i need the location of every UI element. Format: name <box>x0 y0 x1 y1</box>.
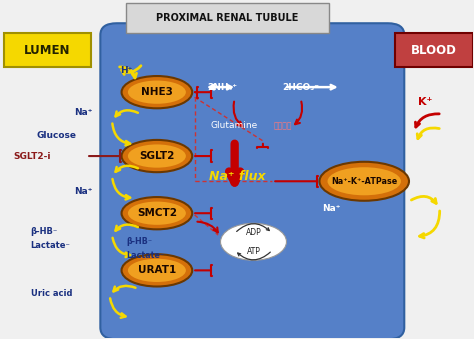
Text: K⁺: K⁺ <box>418 97 433 107</box>
Text: SGLT2: SGLT2 <box>139 151 174 161</box>
Text: SMCT2: SMCT2 <box>137 208 177 218</box>
Text: URAT1: URAT1 <box>138 265 176 275</box>
Text: β-HB⁻: β-HB⁻ <box>31 227 58 236</box>
Text: Na⁺: Na⁺ <box>74 187 93 196</box>
Text: ADP: ADP <box>246 228 261 237</box>
FancyBboxPatch shape <box>4 33 91 67</box>
Text: Na⁺ flux: Na⁺ flux <box>209 170 265 183</box>
FancyBboxPatch shape <box>395 33 473 67</box>
Text: Na⁺: Na⁺ <box>322 204 340 213</box>
Text: Na⁺-K⁺-ATPase: Na⁺-K⁺-ATPase <box>331 177 397 186</box>
Ellipse shape <box>121 140 192 172</box>
Text: Glucose: Glucose <box>36 132 77 140</box>
Ellipse shape <box>328 167 401 195</box>
FancyBboxPatch shape <box>126 3 329 33</box>
Text: β-HB⁻: β-HB⁻ <box>126 237 152 246</box>
Ellipse shape <box>220 223 286 260</box>
Ellipse shape <box>128 144 186 168</box>
Text: PROXIMAL RENAL TUBULE: PROXIMAL RENAL TUBULE <box>156 13 299 23</box>
Text: Na⁺: Na⁺ <box>74 108 93 117</box>
Ellipse shape <box>128 202 186 225</box>
Ellipse shape <box>128 81 186 104</box>
Ellipse shape <box>319 162 409 201</box>
Text: Lactate⁻: Lactate⁻ <box>31 241 71 250</box>
Ellipse shape <box>128 259 186 282</box>
Text: SGLT2-i: SGLT2-i <box>13 152 51 161</box>
Text: 2NH₄⁺: 2NH₄⁺ <box>207 83 237 92</box>
Ellipse shape <box>121 76 192 108</box>
FancyBboxPatch shape <box>100 23 404 339</box>
Text: LUMEN: LUMEN <box>24 44 71 57</box>
Text: 谷氨酰胺: 谷氨酰胺 <box>274 121 292 130</box>
Ellipse shape <box>121 254 192 286</box>
Text: H⁺: H⁺ <box>120 66 132 75</box>
Ellipse shape <box>121 197 192 230</box>
Text: ATP: ATP <box>246 247 260 256</box>
Text: Lactate⁻: Lactate⁻ <box>126 251 164 260</box>
Text: Uric acid: Uric acid <box>31 290 72 298</box>
Text: Glutamine: Glutamine <box>210 121 257 130</box>
Text: 2HCO₃⁻: 2HCO₃⁻ <box>282 83 319 92</box>
Text: NHE3: NHE3 <box>141 87 173 97</box>
Text: BLOOD: BLOOD <box>411 44 456 57</box>
